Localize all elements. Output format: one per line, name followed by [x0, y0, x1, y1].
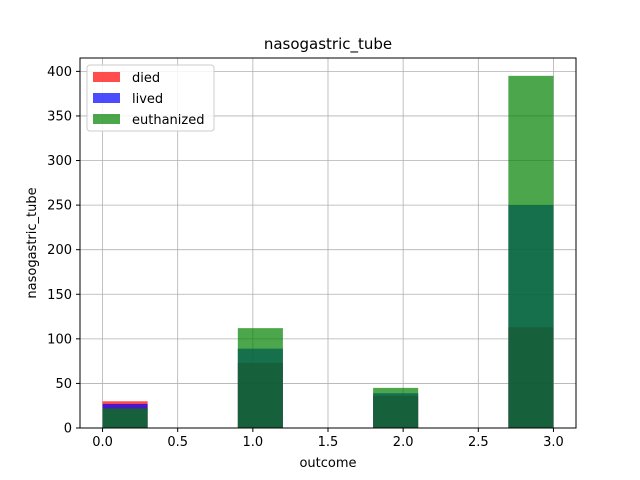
x-tick-label: 0.0	[92, 435, 113, 450]
legend-swatch-lived	[93, 93, 120, 103]
y-tick-label: 50	[55, 377, 72, 392]
axis-ticks: 0.0 0.5 1.0 1.5 2.0 2.5 3.0 0 50 100 150 200 250 300 3…	[47, 65, 564, 450]
bar-euthanized	[237, 328, 283, 428]
legend-label-lived: lived	[132, 92, 163, 107]
y-tick-label: 250	[47, 199, 72, 214]
legend-label-died: died	[132, 71, 160, 86]
legend-swatch-euthanized	[93, 114, 120, 124]
legend-label-euthanized: euthanized	[132, 113, 204, 128]
y-tick-label: 350	[47, 109, 72, 124]
y-tick-label: 150	[47, 288, 72, 303]
x-tick-label: 3.0	[543, 435, 564, 450]
x-tick-label: 0.5	[167, 435, 188, 450]
x-tick-label: 2.5	[468, 435, 489, 450]
x-tick-label: 1.0	[243, 435, 264, 450]
y-axis-label: nasogastric_tube	[25, 187, 40, 298]
y-tick-label: 100	[47, 332, 72, 347]
chart-title: nasogastric_tube	[264, 35, 392, 54]
x-tick-label: 2.0	[393, 435, 414, 450]
legend: died lived euthanized	[86, 64, 215, 132]
bars	[102, 75, 554, 428]
x-axis-label: outcome	[299, 456, 356, 471]
x-tick-label: 1.5	[318, 435, 339, 450]
y-tick-label: 0	[64, 422, 72, 437]
y-tick-label: 300	[47, 154, 72, 169]
y-tick-label: 200	[47, 243, 72, 258]
legend-swatch-died	[93, 72, 120, 82]
bar-euthanized	[102, 408, 148, 428]
y-tick-label: 400	[47, 65, 72, 80]
bar-euthanized	[373, 387, 419, 428]
bar-euthanized	[508, 75, 554, 428]
